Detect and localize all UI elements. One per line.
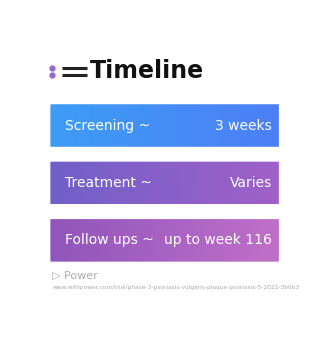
Text: ▷ Power: ▷ Power xyxy=(52,271,98,281)
Text: Varies: Varies xyxy=(230,176,272,190)
Text: 3 weeks: 3 weeks xyxy=(215,119,272,133)
Text: Timeline: Timeline xyxy=(90,59,204,83)
Text: Follow ups ~: Follow ups ~ xyxy=(65,233,154,247)
Text: up to week 116: up to week 116 xyxy=(164,233,272,247)
Text: Treatment ~: Treatment ~ xyxy=(65,176,152,190)
Text: www.withpower.com/trial/phase-3-psoriasis-vulgaris-plaque-psoriasis-5-2022-3b0b3: www.withpower.com/trial/phase-3-psoriasi… xyxy=(52,285,300,290)
Text: Screening ~: Screening ~ xyxy=(65,119,150,133)
